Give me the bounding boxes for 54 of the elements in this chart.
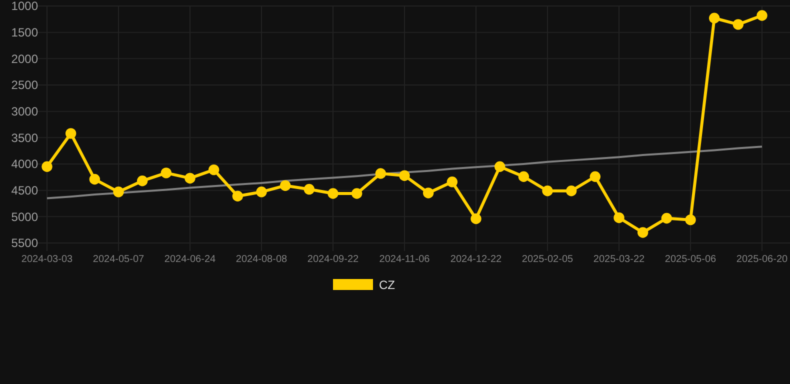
point [351, 188, 362, 199]
point [494, 161, 506, 172]
x-tick-label: 2024-09-22 [307, 254, 360, 265]
point [232, 190, 244, 202]
line-series [46, 146, 763, 200]
point [184, 172, 196, 184]
x-tick-label: 2025-06-20 [736, 254, 788, 265]
y-tick-label: 5000 [11, 210, 38, 224]
y-tick-label: 3500 [11, 130, 38, 145]
point [42, 161, 52, 172]
point [661, 212, 672, 224]
point [756, 10, 768, 21]
y-tick-label: 1000 [11, 0, 38, 14]
point [208, 164, 220, 176]
point [113, 186, 124, 198]
point [518, 171, 530, 182]
x-tick-label: 2025-05-06 [664, 254, 717, 265]
x-tick-label: 2025-03-22 [593, 254, 646, 265]
x-tick-label: 2025-02-05 [522, 254, 574, 265]
point [399, 170, 410, 181]
point [328, 188, 338, 199]
point [590, 171, 601, 182]
x-tick-label: 2024-12-22 [450, 254, 502, 265]
point [256, 186, 267, 198]
y-tick-label: 5500 [11, 236, 38, 250]
point [566, 186, 577, 196]
point [280, 180, 291, 191]
x-tick-label: 2024-08-08 [236, 254, 288, 265]
y-tick-label: 2500 [11, 78, 38, 92]
x-tick-label: 2024-06-24 [164, 254, 216, 265]
point [685, 214, 696, 226]
point [446, 176, 458, 188]
y-tick-label: 3000 [11, 104, 38, 119]
y-tick-label: 1500 [11, 26, 38, 40]
point [732, 19, 744, 30]
point [160, 168, 172, 178]
point [614, 212, 624, 224]
y-tick-label: 2000 [11, 52, 38, 66]
point [470, 213, 482, 224]
point [375, 168, 386, 179]
point [422, 188, 434, 198]
point [65, 128, 76, 139]
x-tick-label: 2024-03-03 [21, 254, 74, 265]
x-tick-label: 2024-05-07 [92, 254, 145, 265]
point [637, 227, 648, 238]
x-tick-label: 2024-11-06 [379, 254, 430, 265]
point [542, 186, 553, 196]
legend-label: CZ [379, 278, 395, 292]
point [136, 176, 148, 186]
y-tick-label: 4500 [11, 184, 38, 198]
point [304, 184, 315, 195]
point [708, 12, 720, 24]
y-tick-label: 4000 [11, 157, 38, 172]
point [89, 174, 100, 185]
